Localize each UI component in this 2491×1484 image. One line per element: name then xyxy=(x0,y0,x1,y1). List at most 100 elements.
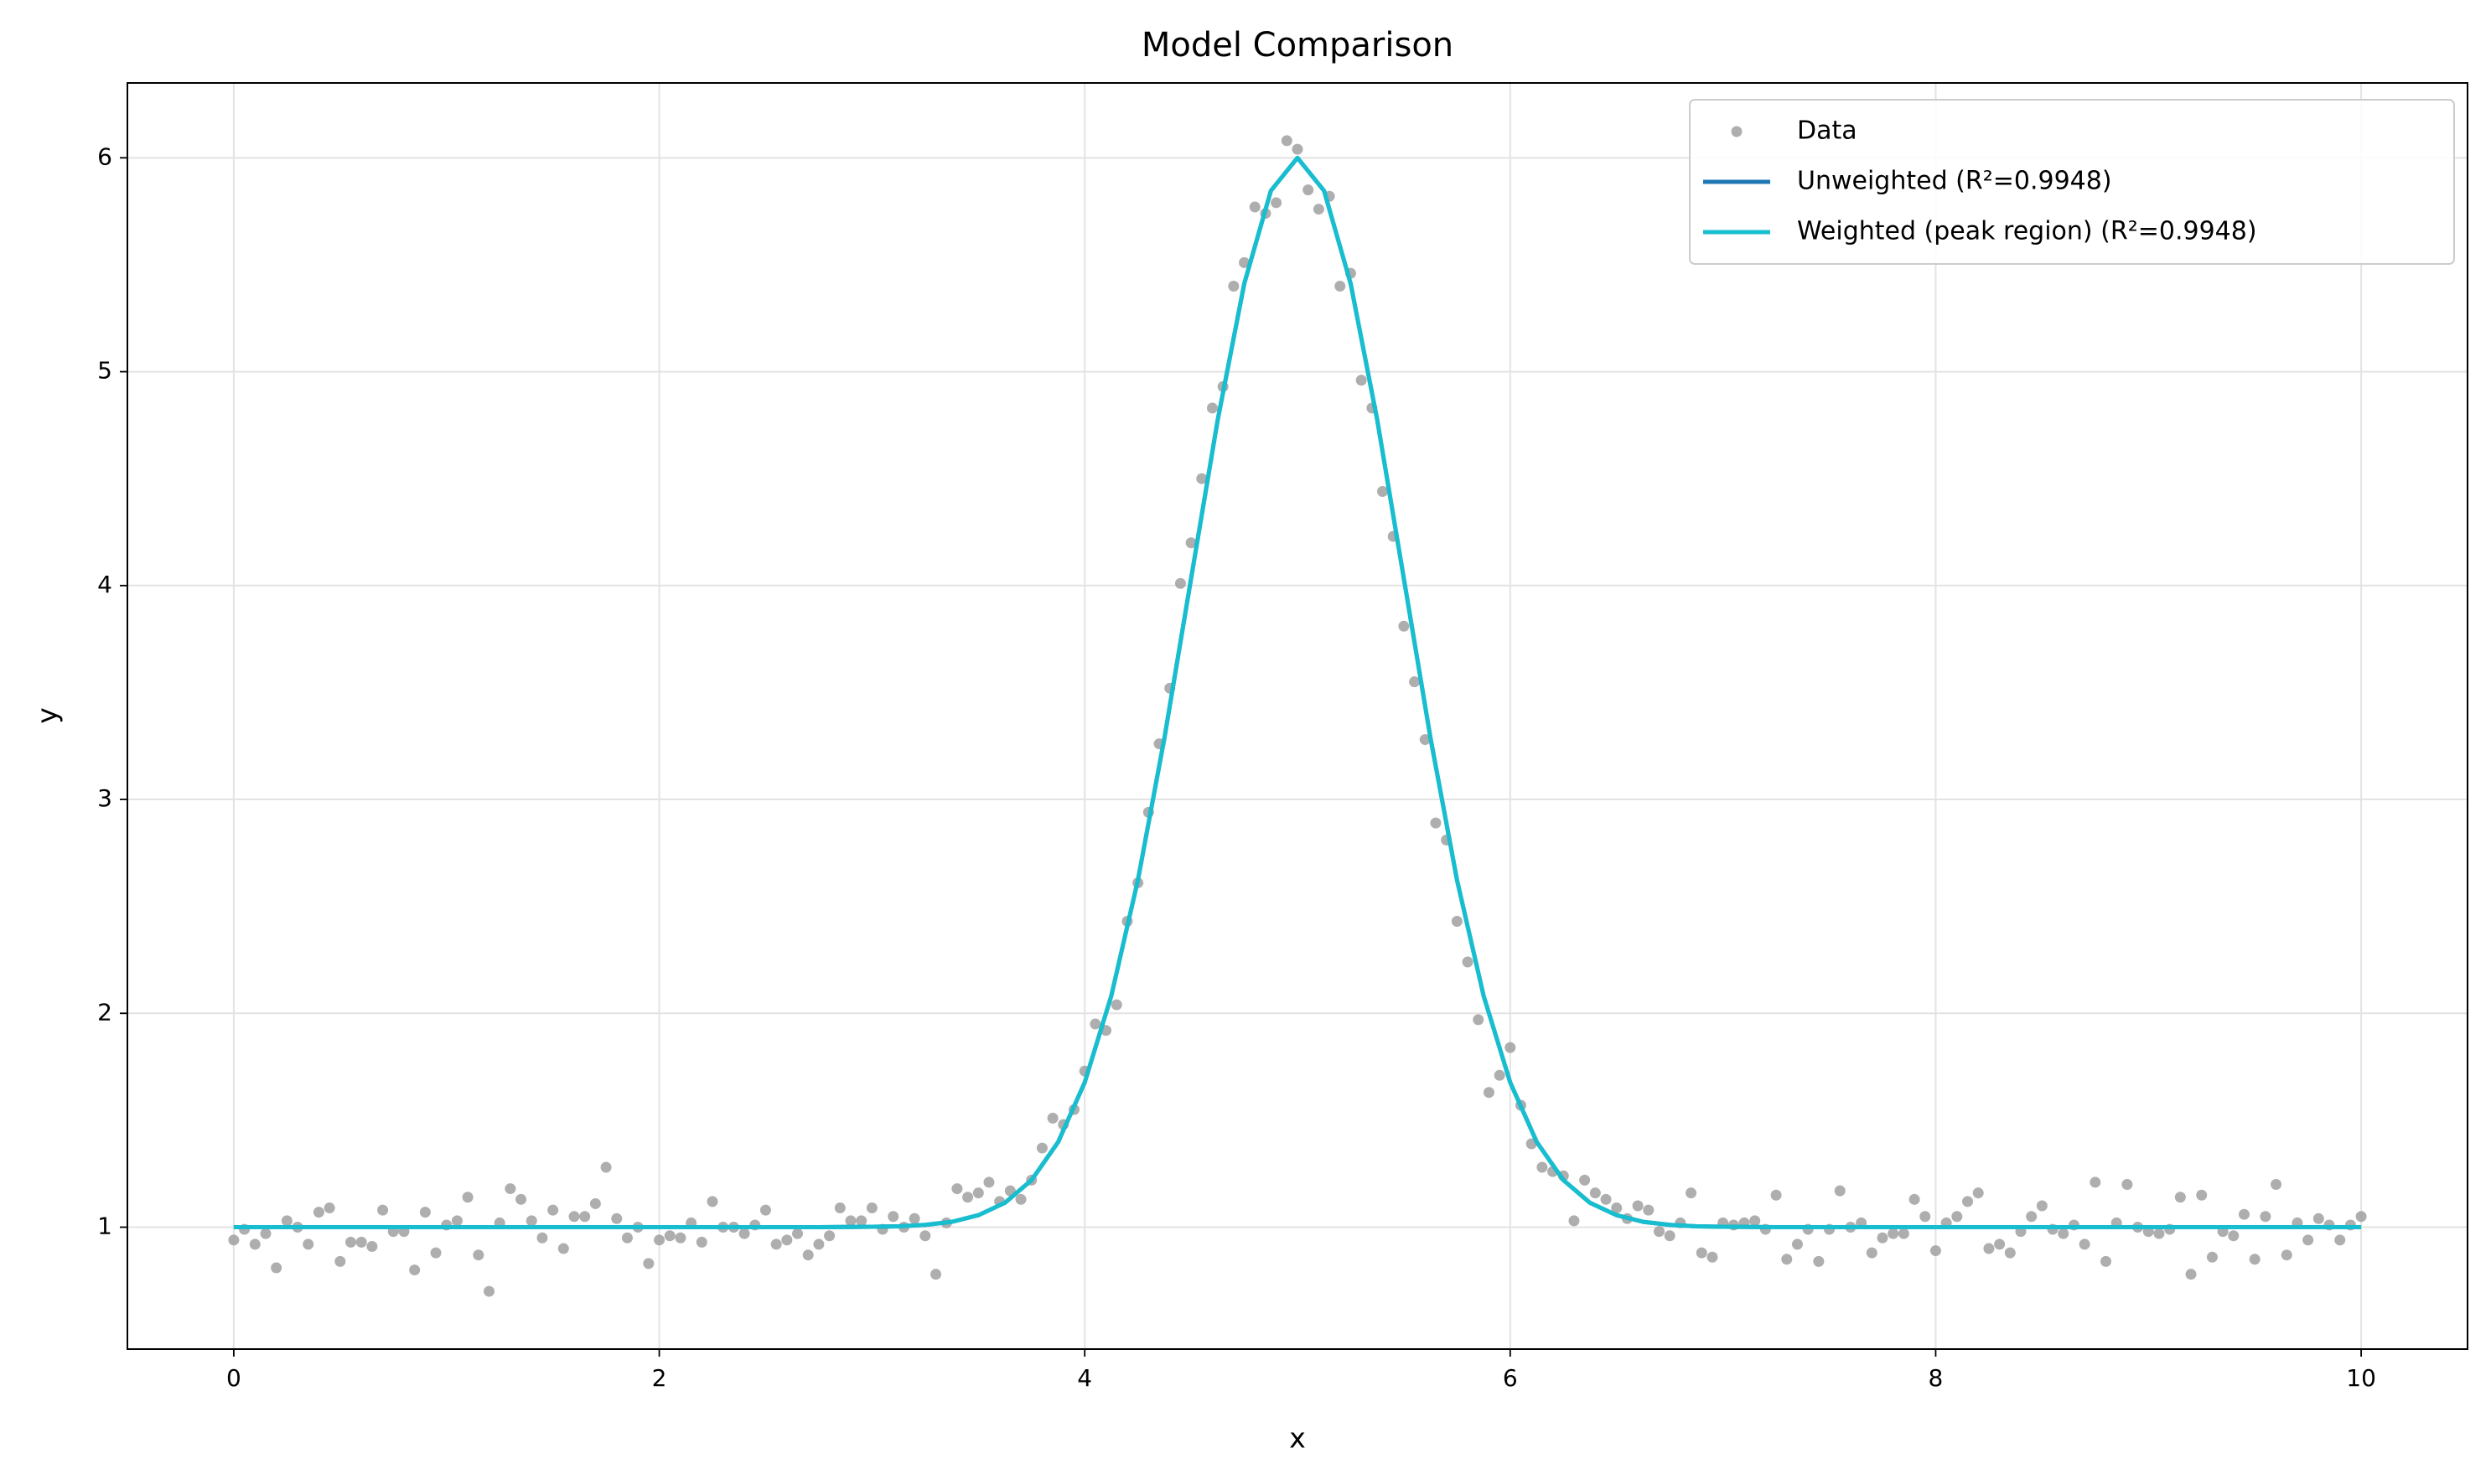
x-axis-label: x xyxy=(1289,1422,1306,1455)
data-point xyxy=(696,1236,707,1248)
data-point xyxy=(483,1285,495,1297)
data-point xyxy=(962,1192,974,1203)
x-tick-label: 4 xyxy=(1077,1364,1092,1392)
data-point xyxy=(1292,143,1303,155)
data-point xyxy=(1473,1014,1484,1026)
data-point xyxy=(1281,135,1292,147)
data-point xyxy=(1302,184,1314,196)
data-point xyxy=(1877,1232,1888,1244)
data-point xyxy=(1770,1189,1782,1201)
data-point xyxy=(909,1213,920,1224)
data-point xyxy=(2271,1178,2282,1190)
data-point xyxy=(824,1230,836,1242)
data-point xyxy=(271,1262,282,1274)
data-point xyxy=(536,1232,548,1244)
data-point xyxy=(1696,1247,1707,1259)
data-point xyxy=(675,1232,686,1244)
data-point xyxy=(1632,1200,1644,1212)
data-point xyxy=(919,1230,931,1242)
legend-label: Unweighted (R²=0.9948) xyxy=(1797,167,2112,196)
data-point xyxy=(1185,537,1197,549)
data-point xyxy=(2206,1251,2218,1263)
data-point xyxy=(834,1202,846,1214)
data-point xyxy=(1174,577,1186,589)
data-point xyxy=(1398,620,1410,632)
data-point xyxy=(866,1202,878,1214)
data-point xyxy=(930,1269,942,1280)
data-point xyxy=(2355,1211,2367,1223)
y-tick-label: 1 xyxy=(97,1213,112,1240)
data-point xyxy=(2090,1176,2101,1188)
data-point xyxy=(324,1202,335,1214)
data-point xyxy=(2058,1228,2069,1239)
data-point xyxy=(1090,1018,1101,1030)
data-point xyxy=(303,1238,314,1250)
y-tick-label: 3 xyxy=(97,784,112,812)
data-point xyxy=(1791,1238,1803,1250)
data-point xyxy=(228,1234,240,1246)
data-point xyxy=(1015,1193,1027,1205)
data-point xyxy=(654,1234,665,1246)
fit-line xyxy=(233,155,2362,1230)
data-point xyxy=(1536,1161,1548,1173)
data-point xyxy=(1249,201,1261,213)
data-point xyxy=(845,1215,857,1227)
data-point xyxy=(1111,999,1122,1011)
data-point xyxy=(377,1204,389,1216)
data-point xyxy=(813,1238,825,1250)
data-point xyxy=(2079,1238,2090,1250)
data-point xyxy=(366,1240,378,1252)
data-point xyxy=(2281,1249,2292,1261)
data-point xyxy=(451,1215,463,1227)
data-point xyxy=(2334,1234,2346,1246)
x-tick-label: 2 xyxy=(652,1364,667,1392)
data-point xyxy=(707,1196,718,1207)
data-point xyxy=(1579,1174,1591,1186)
data-point xyxy=(281,1215,293,1227)
data-point xyxy=(568,1211,580,1223)
data-point xyxy=(2026,1211,2038,1223)
data-point xyxy=(1611,1202,1623,1214)
data-point xyxy=(547,1204,559,1216)
data-point xyxy=(1834,1185,1846,1197)
data-point xyxy=(505,1183,516,1195)
data-point xyxy=(1898,1228,1909,1239)
data-point xyxy=(888,1211,899,1223)
data-point xyxy=(2004,1247,2016,1259)
data-point xyxy=(1589,1187,1601,1199)
data-point xyxy=(1686,1187,1697,1199)
data-point xyxy=(2312,1213,2324,1224)
data-point xyxy=(1377,486,1389,498)
legend-marker xyxy=(1731,126,1743,137)
data-point xyxy=(462,1192,474,1203)
data-point xyxy=(611,1213,623,1224)
data-point xyxy=(738,1228,750,1239)
x-tick-label: 10 xyxy=(2346,1364,2376,1392)
y-tick-label: 6 xyxy=(97,142,112,170)
data-point xyxy=(430,1247,442,1259)
data-point xyxy=(1972,1187,1984,1199)
data-point xyxy=(2249,1254,2261,1265)
data-point xyxy=(1919,1211,1931,1223)
data-point xyxy=(972,1187,984,1199)
data-point xyxy=(1430,817,1442,829)
data-point xyxy=(2174,1192,2186,1203)
data-point xyxy=(1271,197,1282,209)
data-point xyxy=(2196,1189,2208,1201)
data-point xyxy=(1888,1228,1899,1239)
data-point xyxy=(1494,1069,1505,1081)
data-point xyxy=(473,1249,484,1261)
data-point xyxy=(1047,1112,1059,1124)
chart-title: Model Comparison xyxy=(1142,26,1453,65)
y-tick-label: 4 xyxy=(97,571,112,598)
data-point xyxy=(856,1215,867,1227)
data-point xyxy=(643,1258,655,1269)
data-point xyxy=(1196,473,1208,484)
data-point xyxy=(2036,1200,2048,1212)
data-point xyxy=(2228,1230,2240,1242)
data-point xyxy=(770,1238,782,1250)
y-tick-label: 2 xyxy=(97,998,112,1026)
data-point xyxy=(557,1243,569,1254)
data-point xyxy=(589,1197,601,1209)
